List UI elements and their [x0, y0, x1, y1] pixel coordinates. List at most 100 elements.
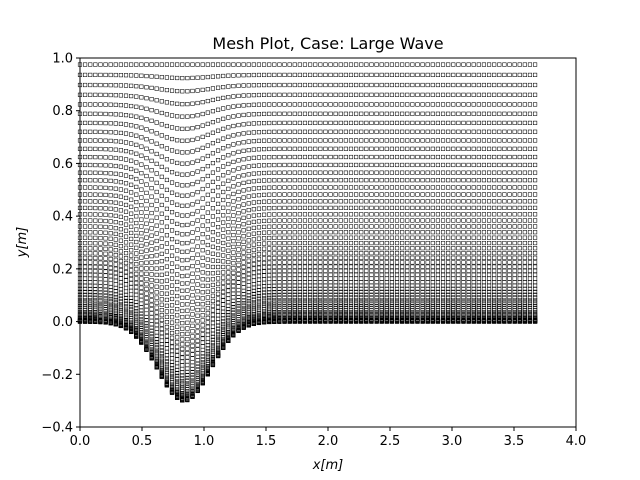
mesh-point — [318, 212, 323, 217]
mesh-point — [149, 293, 154, 298]
mesh-point — [256, 199, 262, 205]
mesh-point — [93, 224, 98, 229]
mesh-point — [302, 251, 308, 256]
mesh-point — [154, 295, 159, 300]
mesh-point — [175, 381, 180, 386]
mesh-point — [215, 252, 221, 257]
mesh-point — [154, 314, 159, 319]
mesh-point — [144, 295, 149, 301]
mesh-point — [139, 276, 144, 281]
mesh-point — [287, 205, 292, 210]
mesh-point — [88, 92, 93, 97]
mesh-point — [190, 126, 195, 131]
mesh-point — [221, 73, 226, 79]
mesh-point — [175, 324, 180, 329]
mesh-point — [205, 346, 210, 351]
mesh-point — [292, 62, 297, 67]
mesh-point — [175, 335, 180, 340]
mesh-point — [159, 358, 164, 364]
mesh-point — [236, 211, 241, 216]
mesh-point — [277, 224, 282, 229]
mesh-point — [231, 266, 236, 271]
mesh-point — [113, 186, 118, 191]
mesh-point — [88, 292, 93, 297]
mesh-point — [118, 296, 123, 301]
mesh-point — [277, 295, 282, 300]
mesh-point — [118, 83, 123, 88]
mesh-point — [83, 129, 88, 134]
mesh-point — [149, 186, 154, 191]
mesh-point — [169, 219, 175, 224]
mesh-point — [221, 197, 226, 203]
mesh-point — [246, 83, 251, 88]
mesh-point — [88, 264, 93, 269]
mesh-point — [134, 142, 139, 147]
mesh-point — [169, 376, 175, 381]
mesh-point — [272, 162, 277, 168]
mesh-point — [267, 92, 272, 97]
mesh-point — [292, 235, 297, 240]
mesh-point — [241, 298, 246, 303]
mesh-point — [262, 265, 267, 270]
mesh-point — [93, 111, 98, 116]
mesh-point — [169, 125, 175, 130]
mesh-point — [113, 93, 118, 98]
mesh-point — [226, 315, 231, 320]
mesh-point — [149, 307, 154, 312]
mesh-point — [246, 232, 251, 237]
mesh-point — [292, 146, 297, 151]
mesh-point — [195, 218, 200, 223]
mesh-point — [164, 100, 170, 105]
mesh-point — [180, 355, 185, 360]
mesh-point — [262, 178, 267, 183]
mesh-point — [185, 203, 190, 208]
mesh-point — [149, 62, 154, 67]
mesh-point — [221, 173, 226, 178]
mesh-point — [267, 269, 272, 274]
mesh-point — [246, 164, 251, 169]
mesh-point — [323, 268, 328, 273]
mesh-point — [282, 224, 287, 229]
mesh-point — [169, 335, 175, 340]
mesh-point — [262, 199, 267, 204]
mesh-point — [139, 179, 144, 184]
mesh-point — [190, 88, 195, 94]
mesh-point — [149, 177, 154, 182]
mesh-point — [262, 287, 267, 292]
mesh-point — [282, 230, 287, 235]
mesh-point — [262, 218, 267, 224]
mesh-point — [180, 376, 185, 381]
mesh-point — [272, 185, 277, 190]
mesh-point — [231, 287, 236, 293]
mesh-point — [195, 199, 200, 204]
mesh-point — [318, 185, 323, 190]
mesh-point — [292, 178, 297, 183]
mesh-point — [205, 110, 210, 115]
mesh-point — [88, 162, 93, 168]
mesh-point — [139, 95, 144, 100]
mesh-point — [108, 242, 113, 247]
mesh-point — [164, 314, 170, 319]
mesh-point — [200, 318, 205, 323]
mesh-point — [180, 295, 185, 300]
mesh-point — [302, 92, 308, 97]
mesh-point — [251, 62, 256, 67]
mesh-point — [185, 346, 190, 351]
mesh-point — [154, 171, 159, 176]
mesh-point — [164, 215, 170, 220]
mesh-point — [83, 268, 88, 274]
mesh-point — [292, 72, 297, 77]
mesh-point — [139, 171, 144, 176]
mesh-point — [292, 120, 297, 125]
mesh-point — [108, 274, 113, 279]
mesh-point — [226, 84, 231, 89]
mesh-point — [292, 297, 297, 303]
mesh-point — [287, 72, 292, 77]
mesh-point — [185, 351, 190, 356]
mesh-point — [134, 256, 139, 262]
mesh-point — [282, 111, 287, 116]
mesh-point — [313, 162, 318, 168]
mesh-point — [180, 351, 185, 356]
mesh-point — [231, 244, 236, 250]
mesh-point — [154, 336, 159, 342]
